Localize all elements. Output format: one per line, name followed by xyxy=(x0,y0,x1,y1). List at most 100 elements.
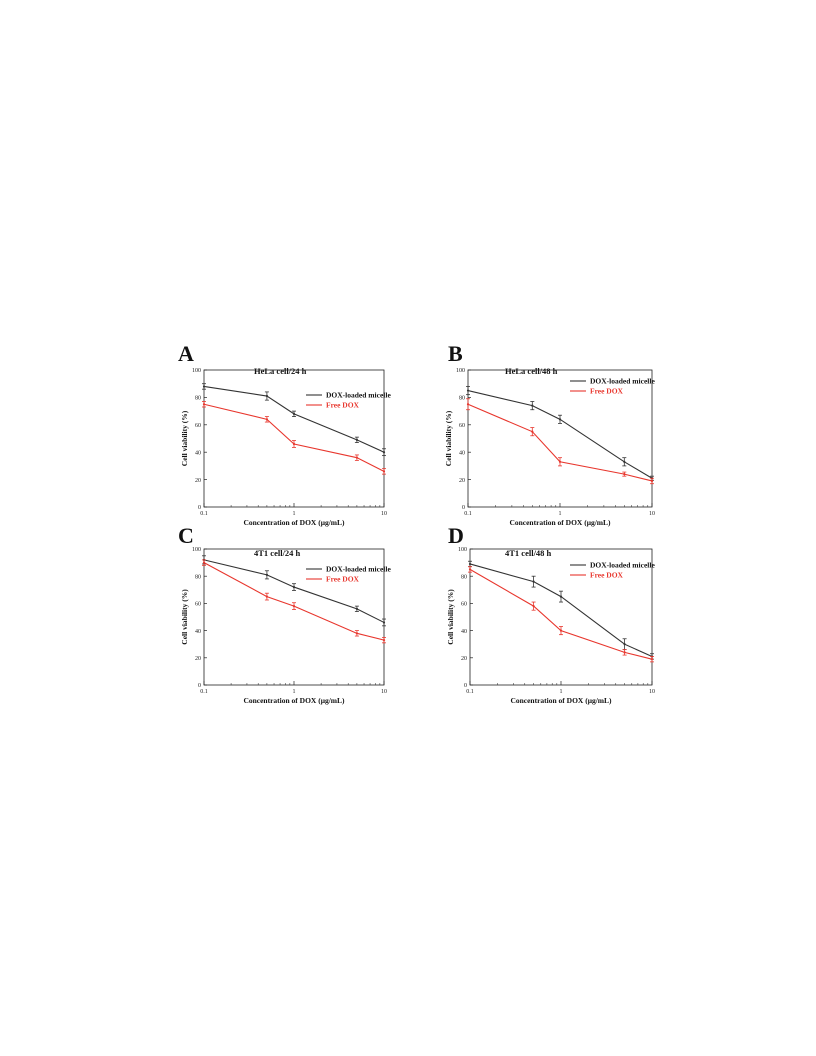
legend-label: Free DOX xyxy=(326,575,360,584)
panel-letter: A xyxy=(178,341,194,366)
legend-label: DOX-loaded micelle xyxy=(590,561,655,570)
x-tick-label: 0.1 xyxy=(466,689,474,695)
data-point xyxy=(558,460,562,463)
x-tick-label: 1 xyxy=(560,689,563,695)
series-micelle xyxy=(202,383,386,457)
data-point xyxy=(292,412,296,415)
y-axis-label: Cell viability (%) xyxy=(180,589,189,645)
y-tick-label: 60 xyxy=(461,602,467,608)
data-point xyxy=(468,568,472,571)
series-micelle xyxy=(466,386,654,481)
x-tick-label: 10 xyxy=(649,689,655,695)
y-tick-label: 20 xyxy=(195,478,201,484)
chart-panel-a: A HeLa cell/24 h 0 20 40 60 80 100 0.1 1 10 Concent… xyxy=(178,341,391,527)
series-free-dox xyxy=(468,566,654,663)
y-tick-label: 20 xyxy=(195,656,201,662)
y-tick-label: 100 xyxy=(192,368,201,374)
data-point xyxy=(355,456,359,459)
y-tick-label: 0 xyxy=(198,683,201,689)
data-point xyxy=(355,438,359,441)
data-point xyxy=(559,595,563,598)
data-point xyxy=(292,442,296,446)
data-point xyxy=(292,585,296,589)
x-axis-label: Concentration of DOX (μg/mL) xyxy=(243,696,345,705)
y-tick-label: 0 xyxy=(462,505,465,511)
x-tick-label: 0.1 xyxy=(464,511,472,517)
data-point xyxy=(355,632,359,635)
data-point xyxy=(382,639,386,642)
x-tick-label: 0.1 xyxy=(200,511,208,517)
y-tick-label: 40 xyxy=(195,450,201,456)
panel-letter: B xyxy=(448,341,463,366)
panel-letter: C xyxy=(178,523,194,548)
legend-label: Free DOX xyxy=(590,571,624,580)
data-point xyxy=(558,418,562,421)
data-point xyxy=(532,605,535,608)
data-point xyxy=(468,562,472,566)
y-tick-label: 0 xyxy=(464,683,467,689)
y-tick-label: 100 xyxy=(456,368,465,374)
data-point xyxy=(623,473,626,476)
y-tick-label: 80 xyxy=(195,574,201,580)
x-axis-label: Concentration of DOX (μg/mL) xyxy=(510,696,612,705)
data-point xyxy=(265,418,269,421)
y-tick-label: 40 xyxy=(195,629,201,635)
x-tick-label: 1 xyxy=(293,511,296,517)
y-axis-label: Cell viability (%) xyxy=(180,410,189,466)
data-point xyxy=(466,403,470,406)
data-point xyxy=(265,595,269,598)
y-tick-label: 100 xyxy=(458,547,467,553)
x-axis-label: Concentration of DOX (μg/mL) xyxy=(243,518,345,527)
y-tick-label: 40 xyxy=(461,629,467,635)
data-point xyxy=(623,643,626,646)
chart-panel-b: B HeLa cell/48 h 0 20 40 60 80 100 0.1 1 10 Concent… xyxy=(444,341,655,527)
x-tick-label: 0.1 xyxy=(200,689,208,695)
x-tick-label: 10 xyxy=(649,511,655,517)
y-tick-label: 100 xyxy=(192,547,201,553)
y-tick-label: 80 xyxy=(459,396,465,402)
x-tick-label: 1 xyxy=(293,689,296,695)
data-point xyxy=(382,451,386,454)
legend-label: Free DOX xyxy=(590,387,624,396)
x-axis-label: Concentration of DOX (μg/mL) xyxy=(509,518,611,527)
y-tick-label: 80 xyxy=(461,574,467,580)
y-tick-label: 0 xyxy=(198,505,201,511)
y-tick-label: 80 xyxy=(195,396,201,402)
data-point xyxy=(202,561,206,564)
data-point xyxy=(650,658,654,661)
data-point xyxy=(466,389,470,392)
y-axis-label: Cell viability (%) xyxy=(444,410,453,466)
series-free-dox xyxy=(202,401,386,475)
y-tick-label: 60 xyxy=(459,423,465,429)
x-tick-label: 1 xyxy=(559,511,562,517)
legend-label: Free DOX xyxy=(326,401,360,410)
data-point xyxy=(531,430,534,433)
data-point xyxy=(623,651,626,654)
chart-title: HeLa cell/48 h xyxy=(505,366,558,376)
y-tick-label: 20 xyxy=(461,656,467,662)
data-point xyxy=(202,385,206,388)
y-tick-label: 60 xyxy=(195,423,201,429)
chart-title: HeLa cell/24 h xyxy=(254,366,307,376)
chart-title: 4T1 cell/48 h xyxy=(505,548,552,558)
data-point xyxy=(292,605,296,608)
data-point xyxy=(265,394,269,398)
chart-panel-c: C 4T1 cell/24 h 0 20 40 60 80 100 0.1 1 10 Concentr… xyxy=(178,523,391,705)
series-free-dox xyxy=(202,559,386,644)
data-point xyxy=(202,403,206,406)
data-point xyxy=(355,607,359,610)
data-point xyxy=(559,629,563,632)
series-free-dox xyxy=(466,398,654,485)
legend-label: DOX-loaded micelle xyxy=(326,391,391,400)
data-point xyxy=(532,580,535,583)
x-tick-label: 10 xyxy=(381,689,387,695)
chart-title: 4T1 cell/24 h xyxy=(254,548,301,558)
data-point xyxy=(265,573,269,576)
series-micelle xyxy=(202,555,386,627)
data-point xyxy=(382,470,386,473)
data-point xyxy=(623,460,626,463)
legend-label: DOX-loaded micelle xyxy=(326,565,391,574)
